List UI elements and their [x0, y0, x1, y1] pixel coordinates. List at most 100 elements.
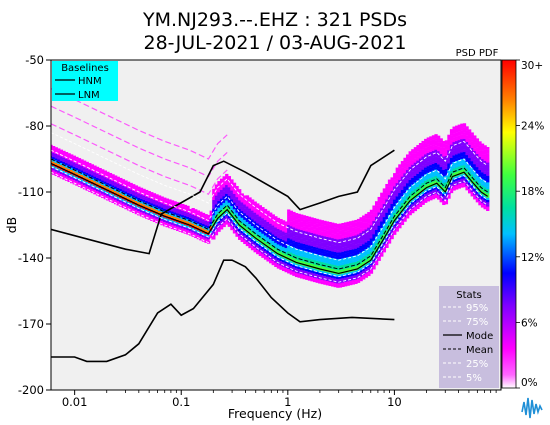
pdf-cell	[462, 127, 467, 131]
pdf-cell	[439, 166, 443, 170]
pdf-cell	[227, 222, 231, 225]
pdf-cell	[393, 175, 397, 178]
pdf-cell	[253, 216, 257, 220]
pdf-cell	[367, 216, 371, 219]
pdf-cell	[256, 203, 260, 206]
pdf-cell	[349, 227, 353, 231]
pdf-cell	[434, 134, 438, 137]
pdf-cell	[271, 231, 275, 235]
pdf-cell	[467, 157, 472, 161]
pdf-cell	[455, 136, 459, 139]
pdf-cell	[276, 246, 281, 249]
pdf-cell	[59, 169, 64, 172]
pdf-cell	[421, 158, 425, 161]
colorbar-tick-label-4: 6%	[521, 317, 538, 329]
pdf-cell	[292, 227, 296, 230]
pdf-cell	[214, 217, 219, 220]
pdf-cell	[325, 247, 330, 251]
pdf-cell	[93, 167, 97, 171]
pdf-cell	[336, 267, 340, 271]
pdf-cell	[245, 195, 250, 198]
pdf-cell	[95, 188, 100, 192]
pdf-cell	[372, 249, 376, 252]
pdf-cell	[426, 137, 430, 140]
pdf-cell	[346, 228, 350, 231]
pdf-cell	[142, 193, 146, 196]
pdf-cell	[163, 208, 167, 211]
pdf-cell	[486, 155, 490, 159]
pdf-cell	[93, 176, 97, 179]
pdf-cell	[478, 178, 482, 182]
pdf-cell	[90, 179, 95, 183]
pdf-cell	[377, 236, 381, 239]
pdf-cell	[258, 214, 262, 217]
pdf-cell	[64, 167, 69, 170]
pdf-cell	[54, 160, 58, 163]
pdf-cell	[310, 241, 314, 244]
pdf-cell	[385, 216, 389, 220]
pdf-cell	[395, 171, 399, 175]
pdf-cell	[457, 157, 461, 161]
pdf-cell	[240, 193, 244, 196]
pdf-cell	[300, 256, 304, 259]
pdf-cell	[424, 163, 428, 166]
pdf-cell	[281, 220, 286, 223]
pdf-cell	[289, 254, 294, 258]
pdf-cell	[395, 218, 399, 221]
pdf-cell	[212, 190, 216, 194]
pdf-cell	[245, 221, 250, 225]
pdf-cell	[462, 154, 467, 157]
pdf-cell	[385, 243, 389, 246]
pdf-cell	[188, 226, 193, 230]
pdf-cell	[90, 170, 95, 174]
pdf-cell	[452, 126, 456, 129]
pdf-cell	[305, 277, 309, 280]
pdf-cell	[359, 267, 363, 271]
pdf-cell	[444, 173, 449, 176]
pdf-cell	[354, 222, 358, 225]
pdf-cell	[287, 213, 291, 217]
pdf-cell	[263, 215, 268, 218]
pdf-cell	[302, 215, 306, 218]
pdf-cell	[462, 156, 467, 159]
pdf-cell	[447, 150, 451, 153]
pdf-cell	[359, 239, 363, 242]
pdf-cell	[336, 225, 340, 229]
pdf-cell	[367, 271, 371, 274]
pdf-cell	[269, 230, 273, 233]
pdf-cell	[356, 238, 361, 242]
pdf-cell	[447, 163, 451, 166]
pdf-cell	[297, 224, 301, 228]
pdf-cell	[390, 201, 394, 204]
pdf-cell	[408, 184, 412, 187]
pdf-cell	[367, 262, 371, 266]
pdf-cell	[59, 171, 64, 175]
pdf-cell	[209, 219, 213, 222]
pdf-cell	[227, 195, 231, 199]
pdf-cell	[439, 144, 443, 148]
pdf-cell	[88, 171, 92, 175]
pdf-cell	[398, 195, 402, 198]
pdf-cell	[256, 240, 260, 244]
pdf-cell	[258, 211, 262, 215]
pdf-cell	[276, 244, 281, 247]
pdf-cell	[444, 142, 449, 145]
pdf-cell	[287, 260, 291, 263]
pdf-cell	[310, 248, 314, 251]
pdf-cell	[113, 190, 118, 194]
pdf-cell	[95, 166, 100, 170]
pdf-cell	[219, 216, 224, 219]
pdf-cell	[82, 180, 87, 183]
pdf-cell	[142, 208, 146, 212]
pdf-cell	[243, 239, 247, 242]
pdf-cell	[258, 253, 262, 257]
pdf-cell	[227, 213, 231, 216]
pdf-cell	[395, 220, 399, 223]
pdf-cell	[250, 236, 255, 240]
pdf-cell	[101, 184, 105, 188]
pdf-cell	[465, 165, 469, 169]
pdf-cell	[80, 163, 84, 167]
pdf-cell	[165, 202, 169, 206]
pdf-cell	[289, 234, 294, 238]
pdf-cell	[57, 172, 61, 176]
